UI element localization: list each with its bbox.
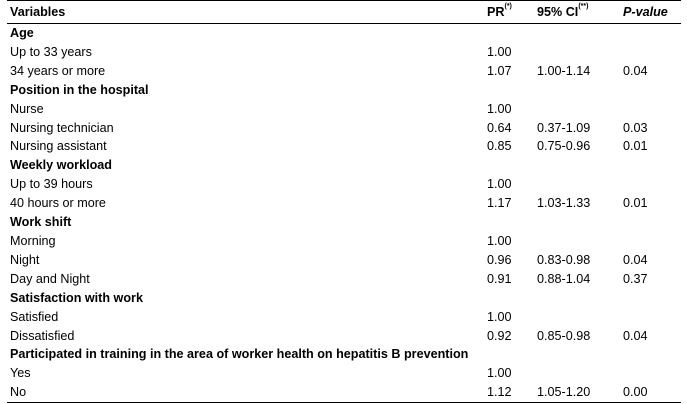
header-variables: Variables	[7, 0, 487, 24]
group-title: Participated in training in the area of …	[10, 347, 469, 362]
group-title: Satisfaction with work	[10, 290, 143, 305]
table-row: Nurse 1.00	[7, 100, 681, 119]
row-ci	[537, 100, 623, 119]
group-title: Work shift	[10, 215, 72, 230]
row-label: Nurse	[10, 101, 44, 116]
table-row: Dissatisfied 0.92 0.85-0.98 0.04	[7, 327, 681, 346]
group-row: Weekly workload	[7, 156, 681, 175]
table-row: 40 hours or more 1.17 1.03-1.33 0.01	[7, 194, 681, 213]
group-row: Participated in training in the area of …	[7, 345, 681, 364]
header-ci-footnote: (**)	[578, 3, 589, 10]
row-pr: 1.17	[487, 196, 512, 211]
table-row: Yes 1.00	[7, 364, 681, 383]
table-row: No 1.12 1.05-1.20 0.00	[7, 383, 681, 404]
header-ci: 95% CI(**)	[537, 0, 623, 24]
row-pr: 1.00	[487, 177, 512, 192]
group-title: Weekly workload	[10, 158, 112, 173]
header-pr-footnote: (*)	[504, 3, 512, 10]
row-label: Up to 39 hours	[10, 177, 93, 192]
row-pr: 1.00	[487, 366, 512, 381]
row-pr: 1.00	[487, 44, 512, 59]
row-pvalue: 0.01	[623, 139, 648, 154]
row-label: Morning	[10, 233, 56, 248]
row-ci: 1.05-1.20	[537, 383, 623, 404]
row-ci	[537, 232, 623, 251]
group-row: Work shift	[7, 213, 681, 232]
table-row: Nursing assistant 0.85 0.75-0.96 0.01	[7, 137, 681, 156]
row-label: Satisfied	[10, 309, 59, 324]
table-row: Up to 33 years 1.00	[7, 43, 681, 62]
row-ci	[537, 43, 623, 62]
row-pr: 1.00	[487, 309, 512, 324]
prevalence-ratio-table: Variables PR(*) 95% CI(**) P-value Age Up…	[7, 0, 681, 404]
row-pvalue	[623, 364, 681, 383]
row-ci: 0.83-0.98	[537, 252, 591, 267]
table-body: Age Up to 33 years 1.00 34 years or more 1.0…	[7, 24, 681, 404]
table-row: 34 years or more 1.07 1.00-1.14 0.04	[7, 62, 681, 81]
row-pvalue: 0.04	[623, 328, 648, 343]
table-row: Nursing technician 0.64 0.37-1.09 0.03	[7, 119, 681, 138]
row-ci	[537, 364, 623, 383]
row-pr: 1.12	[487, 383, 537, 404]
row-label: Yes	[10, 366, 31, 381]
row-pr: 0.91	[487, 271, 512, 286]
row-label: Up to 33 years	[10, 44, 92, 59]
row-ci	[537, 308, 623, 327]
row-label: Dissatisfied	[10, 328, 75, 343]
row-ci: 0.88-1.04	[537, 271, 591, 286]
header-pvalue: P-value	[623, 0, 681, 24]
row-ci: 0.75-0.96	[537, 139, 591, 154]
row-pvalue: 0.01	[623, 196, 648, 211]
row-pr: 0.64	[487, 120, 512, 135]
row-pvalue: 0.03	[623, 120, 648, 135]
row-pvalue	[623, 232, 681, 251]
row-label: Night	[10, 252, 40, 267]
row-pvalue: 0.37	[623, 271, 648, 286]
row-pvalue	[623, 43, 681, 62]
row-pr: 0.85	[487, 139, 512, 154]
row-ci	[537, 175, 623, 194]
row-ci: 0.37-1.09	[537, 120, 591, 135]
table-row: Morning 1.00	[7, 232, 681, 251]
row-pr: 0.96	[487, 252, 512, 267]
row-ci: 0.85-0.98	[537, 328, 591, 343]
header-pr: PR(*)	[487, 0, 537, 24]
group-title: Age	[10, 26, 34, 40]
group-row: Position in the hospital	[7, 81, 681, 100]
row-pvalue: 0.04	[623, 252, 648, 267]
row-pr: 1.00	[487, 101, 512, 116]
row-label: Day and Night	[10, 271, 90, 286]
row-ci: 1.03-1.33	[537, 196, 591, 211]
row-pr: 1.00	[487, 233, 512, 248]
row-pr: 0.92	[487, 328, 512, 343]
row-pvalue: 0.04	[623, 63, 648, 78]
row-label: Nursing assistant	[10, 139, 107, 154]
row-pvalue	[623, 308, 681, 327]
row-label: 34 years or more	[10, 63, 106, 78]
group-title: Position in the hospital	[10, 82, 149, 97]
group-row: Age	[7, 24, 681, 43]
row-pvalue	[623, 100, 681, 119]
row-pvalue: 0.00	[623, 383, 681, 404]
table-row: Up to 39 hours 1.00	[7, 175, 681, 194]
row-label: Nursing technician	[10, 120, 114, 135]
row-pvalue	[623, 175, 681, 194]
group-row: Satisfaction with work	[7, 289, 681, 308]
row-pr: 1.07	[487, 63, 512, 78]
table-row: Night 0.96 0.83-0.98 0.04	[7, 251, 681, 270]
row-ci: 1.00-1.14	[537, 63, 591, 78]
table-row: Day and Night 0.91 0.88-1.04 0.37	[7, 270, 681, 289]
row-label: 40 hours or more	[10, 196, 106, 211]
table-header-row: Variables PR(*) 95% CI(**) P-value	[7, 0, 681, 24]
row-label: No	[7, 383, 487, 404]
table-row: Satisfied 1.00	[7, 308, 681, 327]
results-table-container: Variables PR(*) 95% CI(**) P-value Age Up…	[7, 0, 681, 404]
